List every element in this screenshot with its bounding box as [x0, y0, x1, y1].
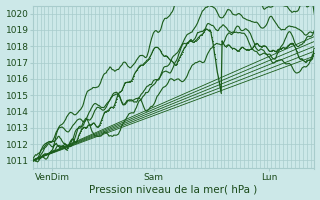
X-axis label: Pression niveau de la mer( hPa ): Pression niveau de la mer( hPa )	[90, 184, 258, 194]
